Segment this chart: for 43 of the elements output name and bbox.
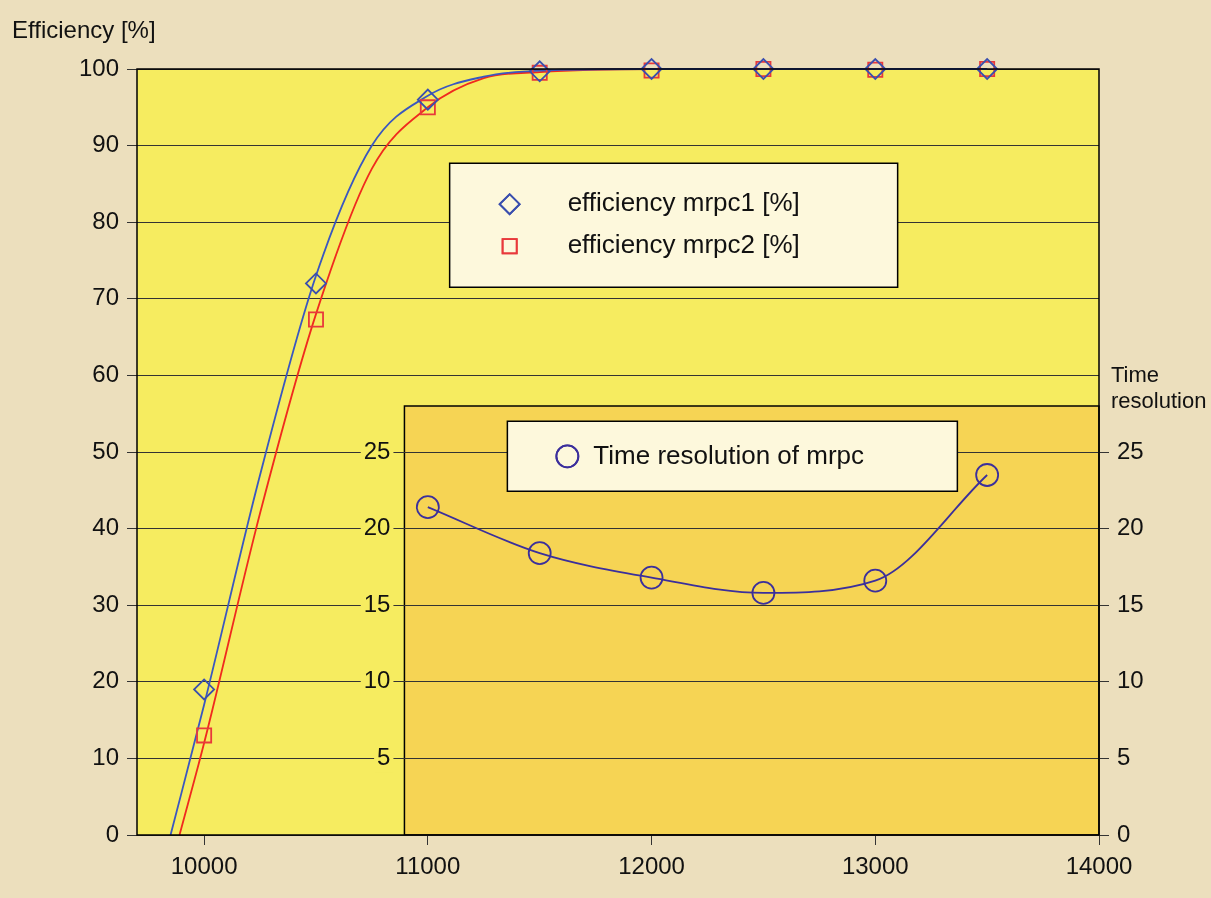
- x-tick-label: 12000: [618, 852, 685, 880]
- y-tick-label: 70: [92, 283, 119, 311]
- y2-tick-label: 0: [1117, 819, 1131, 847]
- y-tick-label: 0: [105, 819, 119, 847]
- y-tick-label: 100: [78, 53, 119, 81]
- y2-tick-label: 20: [1117, 513, 1144, 541]
- y-tick-label: 20: [92, 666, 119, 694]
- x-tick-label: 11000: [395, 852, 461, 880]
- y3-tick-label: 10: [363, 666, 391, 694]
- x-tick-label: 10000: [170, 852, 238, 880]
- point: [416, 88, 439, 111]
- x-tick-label: 14000: [1065, 852, 1133, 880]
- point: [415, 495, 440, 520]
- point: [863, 568, 888, 593]
- point: [639, 565, 664, 590]
- y-tick-label: 30: [92, 589, 119, 617]
- y2-axis-title: Time resolution: [1111, 362, 1207, 413]
- y3-tick-label: 20: [363, 513, 391, 541]
- y2-tick-label: 15: [1117, 589, 1144, 617]
- point: [751, 581, 776, 605]
- y-axis-title: Efficiency [%]: [12, 16, 156, 43]
- y2-tick-label: 10: [1117, 666, 1144, 694]
- legend-label: efficiency mrpc2 [%]: [567, 229, 800, 260]
- y-tick-label: 80: [92, 206, 119, 234]
- y2-tick-label: 25: [1117, 436, 1144, 464]
- y-tick-label: 50: [92, 436, 119, 464]
- point: [527, 541, 552, 566]
- y2-tick-label: 5: [1117, 743, 1131, 771]
- y-tick-label: 40: [92, 513, 119, 541]
- y3-tick-label: 15: [363, 589, 391, 617]
- point: [305, 272, 327, 295]
- y-tick-label: 10: [92, 743, 119, 771]
- legend-label: efficiency mrpc1 [%]: [567, 187, 800, 218]
- y-tick-label: 90: [92, 130, 119, 158]
- y-tick-label: 60: [92, 360, 119, 388]
- point: [308, 311, 324, 328]
- point: [975, 463, 1000, 487]
- y3-tick-label: 5: [377, 743, 391, 771]
- point: [193, 678, 216, 701]
- legend-label: Time resolution of mrpc: [593, 439, 865, 470]
- point: [196, 727, 213, 744]
- y3-tick-label: 25: [363, 436, 391, 464]
- x-tick-label: 13000: [841, 852, 909, 880]
